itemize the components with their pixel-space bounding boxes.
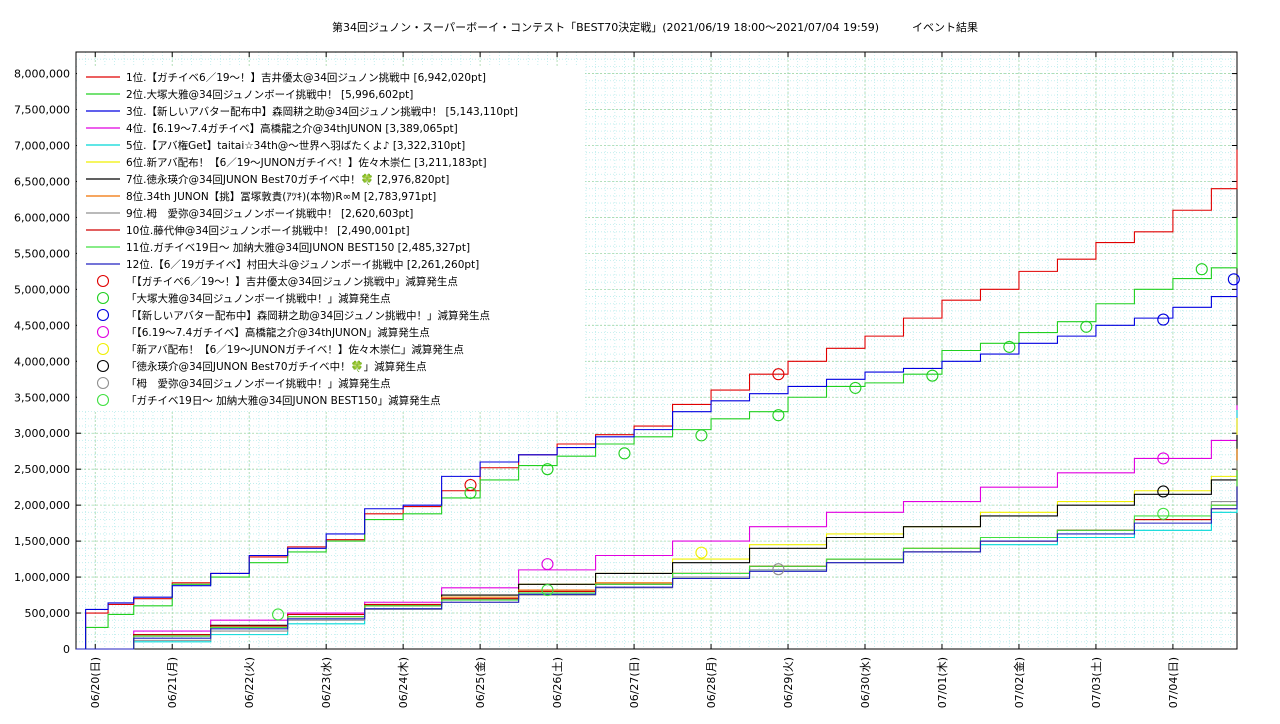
decrease-marker-2 [1003, 340, 1016, 353]
x-tick-label: 06/25(金) [473, 657, 487, 708]
x-tick-label: 06/29(火) [782, 657, 795, 708]
legend-label: 1位.【ガチイベ6／19〜！】吉井優太@34回ジュノン挑戦中 [6,942,02… [126, 71, 486, 84]
decrease-marker-2 [464, 486, 477, 499]
decrease-marker-8 [541, 583, 554, 597]
y-tick-label: 7,000,000 [14, 140, 70, 153]
legend-label: 4位.【6.19〜7.4ガチイベ】高橋龍之介@34thJUNON [3,389,… [126, 122, 458, 135]
decrease-marker-2 [1195, 263, 1208, 276]
legend-label: 2位.大塚大雅@34回ジュノンボーイ挑戦中！ [5,996,602pt] [126, 88, 413, 101]
legend-label: 「【6.19〜7.4ガチイベ】高橋龍之介@34thJUNON」減算発生点 [126, 326, 430, 339]
decrease-marker-1 [772, 368, 785, 381]
decrease-marker-2 [1080, 320, 1093, 333]
legend-label: 12位.【6／19ガチイベ】村田大斗@ジュノンボーイ挑戦中 [2,261,260… [126, 258, 479, 271]
decrease-marker-6 [1157, 485, 1170, 498]
legend-swatch-circle [96, 342, 110, 356]
legend-label: 9位.栂 愛弥@34回ジュノンボーイ挑戦中！ [2,620,603pt] [126, 207, 413, 220]
chart-title: 第34回ジュノン・スーパーボーイ・コンテスト「BEST70決定戦」(2021/0… [332, 20, 978, 34]
decrease-marker-8 [272, 608, 285, 621]
legend-label: 「大塚大雅@34回ジュノンボーイ挑戦中！」減算発生点 [126, 292, 391, 305]
legend-swatch-circle [96, 325, 110, 339]
y-tick-label: 5,500,000 [14, 247, 70, 260]
plot-frame [75, 51, 1238, 650]
y-tick-label: 7,500,000 [14, 104, 70, 117]
y-tick-label: 4,500,000 [14, 319, 70, 332]
x-tick-label: 06/30(水) [859, 657, 872, 708]
x-tick-label: 06/28(月) [705, 657, 718, 708]
axes: 0 500,000 1,000,000 1,500,000 2,000,000 2,500… [14, 51, 1238, 708]
decrease-marker-2 [541, 463, 554, 476]
series-line-12 [76, 486, 1238, 650]
y-tick-label: 8,000,000 [14, 68, 70, 81]
series-line-3 [76, 279, 1238, 650]
decrease-marker-7 [772, 563, 785, 576]
legend-label: 3位.【新しいアバター配布中】森岡耕之助@34回ジュノン挑戦中！ [5,143,… [126, 105, 518, 118]
y-tick-label: 6,000,000 [14, 211, 70, 224]
legend-label: 「【新しいアバター配布中】森岡耕之助@34回ジュノン挑戦中！」減算発生点 [126, 309, 490, 322]
y-tick-label: 1,500,000 [14, 535, 70, 548]
legend-background [77, 66, 585, 410]
y-tick-label: 6,500,000 [14, 175, 70, 188]
x-tick-label: 06/27(日) [628, 657, 641, 708]
legend-label: 「新アバ配布！【6／19〜JUNONガチイベ！】佐々木崇仁」減算発生点 [126, 343, 464, 356]
x-tick-label: 06/26(土) [551, 657, 564, 708]
y-tick-label: 5,000,000 [14, 283, 70, 296]
x-tick-label: 07/01(木) [936, 657, 949, 708]
decrease-marker-5 [695, 546, 708, 559]
decrease-marker-2 [926, 369, 939, 382]
series-layer [76, 149, 1238, 650]
decrease-marker-1 [464, 478, 477, 492]
x-tick-label: 07/03(土) [1090, 657, 1103, 708]
legend-swatch-circle [96, 308, 110, 322]
y-tick-label: 2,500,000 [14, 463, 70, 476]
marker-layer [272, 263, 1240, 621]
decrease-marker-3 [1157, 313, 1170, 326]
y-tick-label: 2,000,000 [14, 499, 70, 512]
legend-swatch-circle [96, 376, 110, 390]
x-tick-label: 07/04(日) [1167, 657, 1180, 708]
legend-label: 「ガチイベ19日〜 加納大雅@34回JUNON BEST150」減算発生点 [126, 394, 441, 407]
legend-label: 「【ガチイベ6／19〜！】吉井優太@34回ジュノン挑戦中」減算発生点 [126, 275, 458, 288]
legend-swatch-circle [96, 291, 110, 305]
legend-label: 「栂 愛弥@34回ジュノンボーイ挑戦中！」減算発生点 [126, 377, 391, 390]
y-tick-label: 0 [63, 643, 70, 656]
legend-label: 8位.34th JUNON【挑】冨塚敦貴(ｱﾂｷ)(本物)R∞M [2,783,… [126, 190, 436, 203]
x-tick-label: 06/20(日) [89, 657, 102, 708]
x-tick-label: 06/21(月) [166, 657, 179, 708]
decrease-marker-2 [618, 447, 631, 460]
x-tick-label: 06/22(火) [243, 657, 256, 708]
legend-label: 7位.徳永瑛介@34回JUNON Best70ガチイベ中！🍀 [2,976,82… [126, 173, 449, 186]
legend-swatch-circle [96, 274, 110, 288]
x-tick-label: 07/02(金) [1012, 657, 1026, 708]
decrease-marker-4 [541, 558, 554, 571]
x-tick-label: 06/24(木) [397, 657, 410, 708]
y-tick-label: 4,000,000 [14, 355, 70, 368]
legend-label: 6位.新アバ配布！【6／19〜JUNONガチイベ！】佐々木崇仁 [3,211,1… [126, 156, 487, 169]
y-tick-label: 1,000,000 [14, 571, 70, 584]
legend-label: 10位.藤代伸@34回ジュノンボーイ挑戦中！ [2,490,001pt] [126, 224, 410, 237]
decrease-marker-2 [849, 381, 862, 394]
y-tick-label: 3,000,000 [14, 427, 70, 440]
decrease-marker-2 [695, 429, 708, 442]
decrease-marker-3 [1227, 273, 1240, 286]
legend: 1位.【ガチイベ6／19〜！】吉井優太@34回ジュノン挑戦中 [6,942,02… [77, 66, 585, 410]
decrease-marker-4 [1157, 452, 1170, 465]
decrease-marker-2 [772, 409, 785, 422]
decrease-marker-8 [1157, 507, 1170, 520]
legend-swatch-circle [96, 359, 110, 373]
legend-swatch-circle [96, 393, 110, 407]
legend-label: 5位.【アバ権Get】taitai☆34th@〜世界へ羽ばたくよ♪ [3,322… [126, 139, 465, 152]
y-tick-label: 500,000 [25, 607, 71, 620]
x-tick-label: 06/23(水) [320, 657, 333, 708]
y-tick-label: 3,500,000 [14, 391, 70, 404]
legend-label: 「徳永瑛介@34回JUNON Best70ガチイベ中！🍀」減算発生点 [126, 360, 427, 373]
legend-label: 11位.ガチイベ19日〜 加納大雅@34回JUNON BEST150 [2,48… [126, 241, 470, 254]
